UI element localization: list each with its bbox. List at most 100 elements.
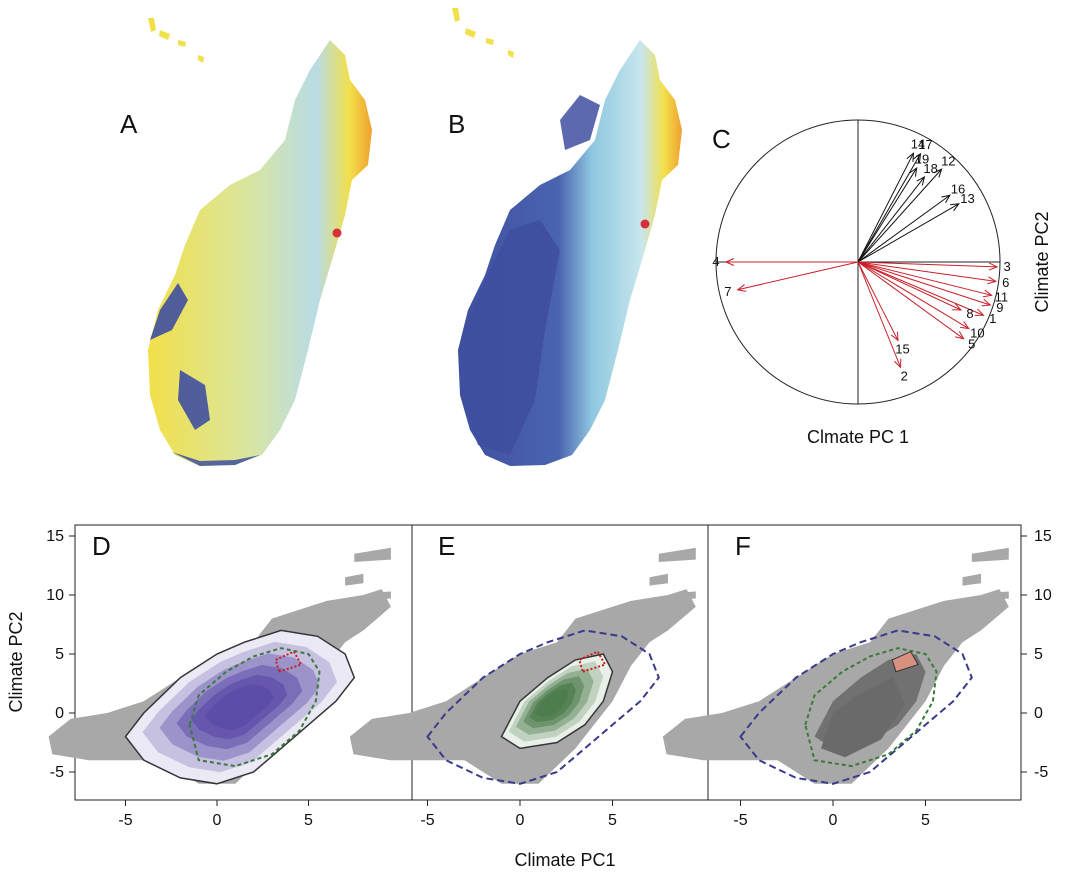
- climate-island-f-1: [962, 573, 981, 586]
- bottom-xlabel: Climate PC1: [514, 850, 615, 870]
- pca-arrowhead-red-2: [893, 358, 902, 369]
- pca-arrow-label-8: 8: [966, 306, 973, 321]
- y-tick-label-right--5: -5: [1034, 764, 1048, 781]
- x-tick-label-D-5: 5: [304, 812, 313, 829]
- dry-southwest-a: [150, 283, 188, 340]
- pca-arrow-black-13: [857, 203, 960, 263]
- pca-arrow-label-13: 13: [960, 191, 974, 206]
- pca-arrow-red-7: [737, 261, 859, 291]
- pca-arrow-label-3: 3: [1003, 259, 1010, 274]
- west-dark-b: [462, 220, 560, 455]
- pca-arrowhead-black-16: [941, 194, 951, 204]
- axis-ticks: -5 0 5 -5 0 5 -5 0 5 -5 0 5 10 15 -5 0 5 10 15: [46, 528, 1052, 829]
- y-tick-label-right-5: 5: [1034, 646, 1043, 663]
- climate-background-e: [349, 589, 696, 784]
- pca-arrow-label-6: 6: [1002, 275, 1009, 290]
- pca-arrow-label-17: 17: [918, 137, 932, 152]
- pca-arrow-label-11: 11: [995, 290, 1009, 305]
- climate-island-e-0: [658, 547, 696, 562]
- overlap-region-f: [814, 654, 926, 749]
- contour-green-f: [804, 647, 938, 768]
- y-tick-label-right-0: 0: [1034, 705, 1043, 722]
- panel-label-f: F: [735, 531, 751, 561]
- pca-arrow-red-1: [857, 261, 984, 316]
- climate-island-d-1: [345, 573, 364, 586]
- panel-d-content: [48, 547, 391, 785]
- pca-arrow-red-15: [857, 261, 899, 341]
- pca-arrowhead-red-3: [988, 262, 999, 271]
- pca-arrow-red-2: [857, 261, 902, 368]
- south-coast-a: [172, 452, 260, 466]
- pca-arrowhead-red-10: [960, 321, 970, 330]
- contour-blue-f: [739, 629, 973, 785]
- pca-arrowhead-red-11: [982, 289, 993, 298]
- x-tick-label-D--5: -5: [118, 812, 132, 829]
- panel-label-e: E: [438, 531, 455, 561]
- climate-island-f-2: [990, 591, 1009, 600]
- pca-arrow-red-3: [857, 261, 998, 268]
- pca-arrowhead-red-9: [981, 298, 992, 307]
- site-marker-a: [332, 228, 342, 238]
- highland-dark-b: [560, 95, 600, 150]
- islands-a: [148, 18, 204, 63]
- y-tick-label-left-0: 0: [55, 705, 64, 722]
- pca-xlabel: Clmate PC 1: [807, 427, 909, 447]
- site-patch-f: [891, 650, 919, 673]
- pca-arrowhead-red-15: [890, 331, 899, 342]
- x-tick-label-F-0: 0: [829, 812, 838, 829]
- pca-arrow-label-7: 7: [724, 284, 731, 299]
- madagascar-map-a: [148, 40, 372, 466]
- pca-arrow-label-9: 9: [996, 300, 1003, 315]
- bottom-ylabel: Climate PC2: [6, 611, 26, 712]
- pca-arrow-red-10: [857, 261, 970, 329]
- bottom-panels: -5 0 5 -5 0 5 -5 0 5 -5 0 5 10 15 -5 0 5 10 15 D E F Clima…: [6, 524, 1052, 870]
- pca-arrow-red-6: [857, 261, 996, 282]
- y-tick-label-left--5: -5: [50, 764, 64, 781]
- climate-island-e-1: [649, 573, 668, 586]
- pca-arrow-label-19: 19: [915, 152, 929, 167]
- climate-background-f: [662, 589, 1009, 784]
- panel-f-content: [662, 547, 1009, 785]
- pca-arrowhead-black-14: [906, 152, 915, 162]
- pca-arrowhead-black-19: [909, 167, 918, 177]
- pca-arrowhead-black-13: [950, 203, 960, 212]
- contour-green-d: [188, 647, 321, 768]
- y-tick-label-left-10: 10: [46, 587, 64, 604]
- pca-arrow-label-10: 10: [970, 326, 984, 341]
- pca-arrowhead-black-12: [933, 168, 943, 178]
- dry-south-a: [178, 370, 210, 430]
- pca-arrow-black-16: [857, 194, 951, 263]
- pca-arrow-red-9: [857, 261, 991, 306]
- pca-arrowhead-black-17: [913, 152, 922, 163]
- x-tick-label-F-5: 5: [921, 812, 930, 829]
- climate-island-f-0: [971, 547, 1009, 562]
- climate-island-e-2: [677, 591, 696, 600]
- pca-arrow-label-4: 4: [712, 254, 719, 269]
- panel-label-d: D: [92, 531, 111, 561]
- panel-e-content: [349, 547, 696, 785]
- climate-island-d-0: [354, 547, 391, 562]
- plot-frame-f: [707, 524, 1022, 801]
- pca-arrow-black-14: [857, 152, 914, 263]
- x-tick-label-F--5: -5: [733, 812, 747, 829]
- density-ring-e-5: [535, 688, 569, 717]
- contour-blue-e: [426, 629, 660, 785]
- climate-island-d-2: [372, 591, 391, 600]
- density-ring-d-5: [204, 684, 274, 731]
- islands-b: [452, 8, 514, 58]
- panel-label-c: C: [712, 124, 731, 154]
- pca-arrowhead-black-18: [916, 175, 926, 186]
- pca-arrow-black-19: [857, 167, 918, 263]
- pca-arrow-label-16: 16: [951, 181, 965, 196]
- map-a: A: [120, 18, 372, 466]
- pca-arrow-label-1: 1: [989, 311, 996, 326]
- pca-arrowhead-red-1: [974, 308, 985, 316]
- pca-ylabel: Climate PC2: [1032, 211, 1052, 312]
- panel-label-b: B: [448, 109, 465, 139]
- pca-arrow-label-2: 2: [901, 369, 908, 384]
- y-tick-label-right-15: 15: [1034, 528, 1052, 545]
- site-marker-b: [640, 219, 650, 229]
- pca-arrow-red-5: [857, 261, 964, 340]
- pca-arrowhead-red-6: [987, 276, 998, 285]
